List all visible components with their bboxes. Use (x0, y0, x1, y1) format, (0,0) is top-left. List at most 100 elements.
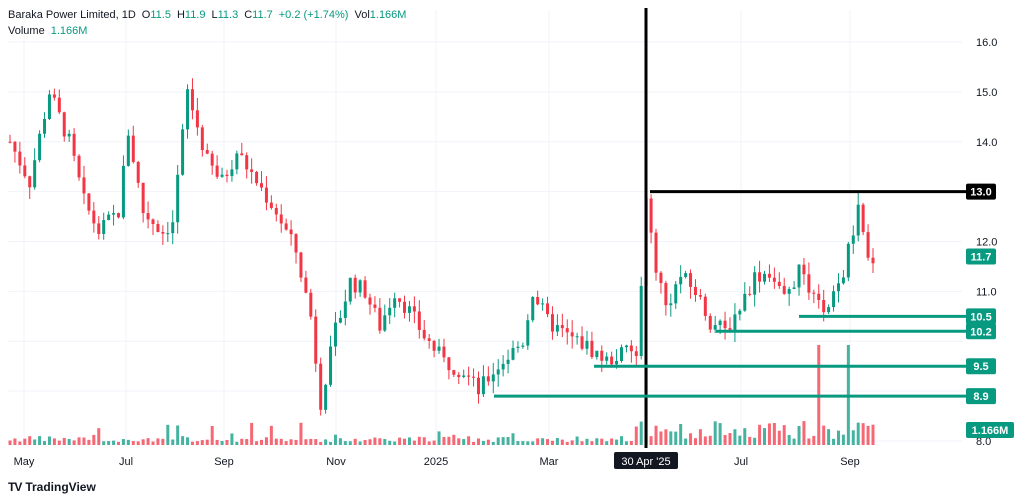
volume-bar (723, 434, 727, 445)
candle-body (274, 207, 278, 215)
candle-body (13, 141, 17, 152)
volume-indicator-label[interactable]: Volume (8, 25, 45, 37)
volume-bar (378, 438, 382, 445)
candle-body (629, 345, 633, 352)
volume-bar (743, 428, 747, 445)
volume-bar (772, 422, 776, 445)
candle-body (368, 297, 372, 305)
candle-body (151, 219, 155, 225)
candle-body (541, 303, 545, 305)
volume-bar (403, 438, 407, 445)
volume-bar (521, 441, 525, 445)
volume-bar (629, 440, 633, 445)
candle-body (807, 274, 811, 293)
volume-tag (966, 422, 1014, 438)
candle-body (615, 360, 619, 365)
tradingview-logo[interactable]: TV TradingView (8, 480, 96, 494)
volume-bar (200, 440, 204, 445)
candle-body (87, 193, 91, 211)
volume-bar (205, 439, 209, 445)
candle-body (348, 277, 352, 302)
volume-bar (235, 441, 239, 445)
volume-bar (570, 440, 574, 445)
volume-bar (225, 440, 229, 445)
volume-bar (388, 440, 392, 445)
level-tag-text: 9.5 (973, 361, 988, 373)
last-price-tag (966, 248, 996, 265)
candle-body (772, 277, 776, 282)
candle-body (383, 315, 387, 331)
candle-body (289, 229, 293, 235)
volume-bar (748, 436, 752, 445)
volume-bar (526, 441, 530, 445)
level-tag-text: 8.9 (973, 391, 988, 403)
candle-body (472, 376, 476, 378)
volume-bar (279, 438, 283, 445)
volume-bar (28, 436, 32, 445)
symbol-title[interactable]: Baraka Power Limited, 1D (8, 9, 136, 21)
volume-bar (763, 428, 767, 445)
candle-body (531, 297, 535, 321)
candle-body (511, 347, 515, 360)
candle-body (713, 325, 717, 330)
tradingview-logo-text: TradingView (25, 480, 96, 494)
candle-body (343, 301, 347, 318)
close-value: 11.7 (252, 9, 273, 21)
volume-bar (304, 439, 308, 445)
volume-bar (649, 436, 653, 445)
volume-bar (102, 441, 106, 445)
candle-body (570, 332, 574, 337)
volume-bar (67, 439, 71, 445)
candle-body (516, 346, 520, 348)
candle-body (866, 232, 870, 258)
candle-body (605, 356, 609, 361)
candle-body (817, 293, 821, 300)
candle-body (136, 161, 140, 183)
candle-body (486, 376, 490, 382)
candle-body (309, 292, 313, 317)
volume-bar (250, 422, 254, 445)
candle-body (496, 369, 500, 375)
level-tag-10.2 (966, 323, 996, 340)
x-axis-tick: Jul (734, 456, 748, 468)
volume-bar (309, 438, 313, 445)
volume-bar (565, 441, 569, 445)
volume-bar (792, 438, 796, 445)
candle-body (654, 232, 658, 273)
volume-bar (131, 441, 135, 445)
volume-bar (230, 433, 234, 445)
candle-body (412, 306, 416, 312)
x-axis-tick: May (14, 456, 35, 468)
candle-body (575, 336, 579, 338)
volume-bar (348, 441, 352, 445)
candle-body (112, 213, 116, 215)
volume-bar (264, 437, 268, 445)
volume-bar (718, 423, 722, 445)
volume-bar (195, 441, 199, 445)
candle-body (205, 150, 209, 154)
volume-bar (600, 438, 604, 445)
candle-body (403, 301, 407, 313)
volume-bar (220, 441, 224, 445)
candle-body (536, 297, 540, 305)
volume-bar (866, 425, 870, 445)
volume-bar (733, 429, 737, 445)
date-marker-text: 30 Apr '25 (621, 456, 670, 468)
volume-bar (437, 431, 441, 445)
volume-bar (822, 425, 826, 445)
volume-bar (758, 424, 762, 445)
volume-bar (664, 429, 668, 445)
candle-body (215, 165, 219, 177)
volume-bar (92, 434, 96, 445)
volume-bar (97, 428, 101, 445)
candle-body (240, 153, 244, 156)
candle-body (329, 346, 333, 385)
volume-bar (215, 439, 219, 445)
volume-bar (181, 436, 185, 445)
volume-bar (13, 438, 17, 445)
open-label: O (141, 9, 151, 21)
candle-body (619, 347, 623, 361)
candle-body (590, 340, 594, 358)
candle-body (600, 350, 604, 361)
